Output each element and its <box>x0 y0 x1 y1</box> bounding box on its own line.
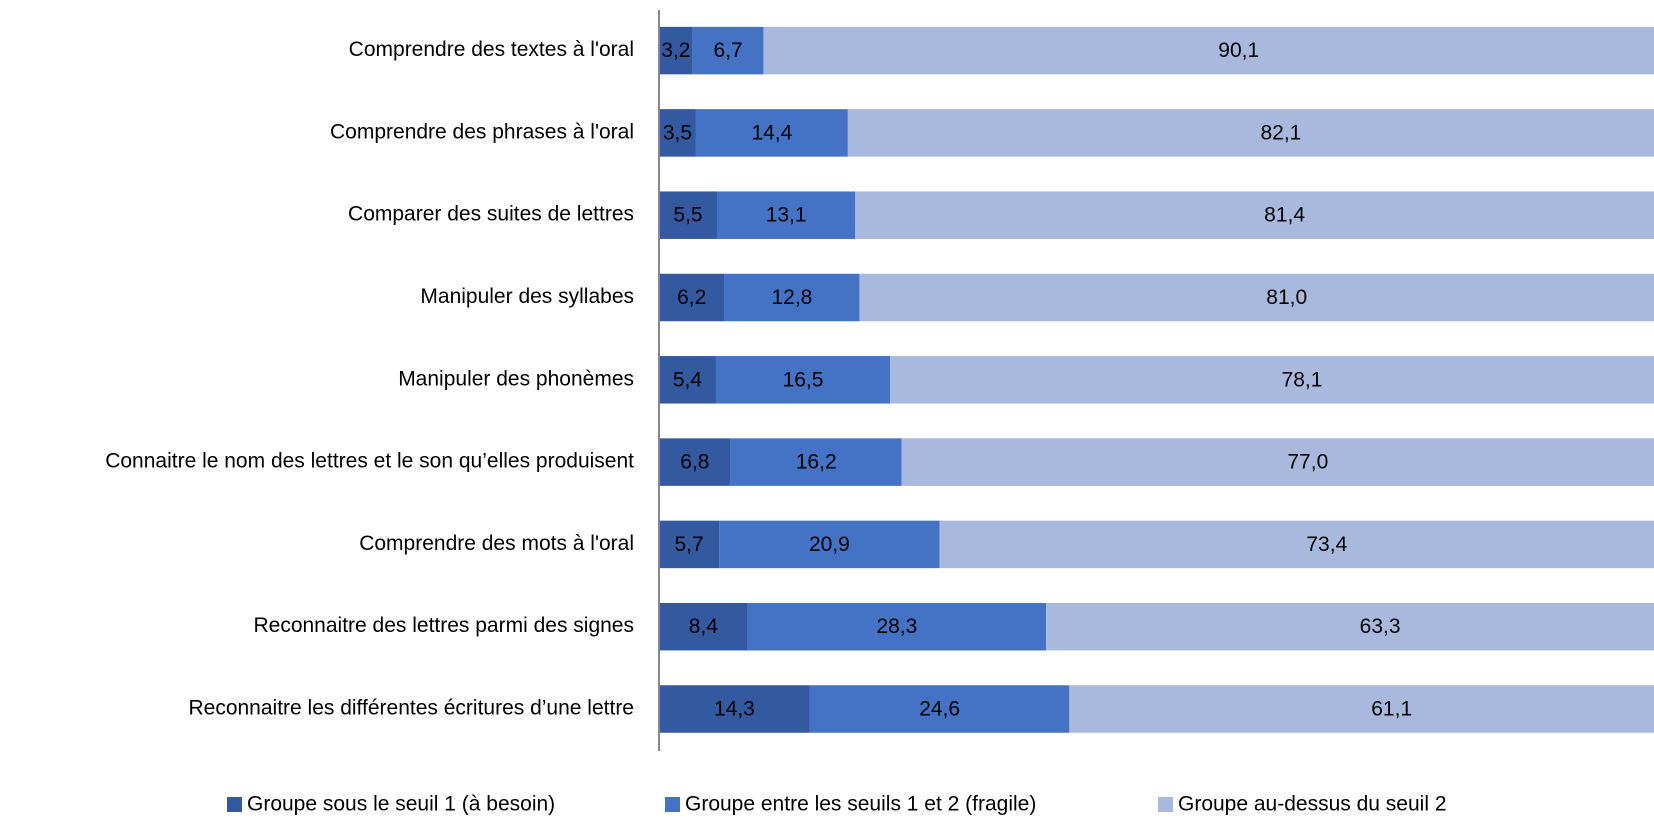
data-label: 16,2 <box>796 451 837 474</box>
category-label: Comprendre des mots à l'oral <box>359 532 634 555</box>
data-label: 81,4 <box>1264 204 1305 227</box>
legend-swatch <box>665 797 680 812</box>
legend-swatch <box>227 797 242 812</box>
data-label: 6,8 <box>680 451 709 474</box>
legend-swatch <box>1158 797 1173 812</box>
bar-segment <box>847 109 1654 157</box>
bar-segment <box>659 685 810 733</box>
category-label: Reconnaitre des lettres parmi des signes <box>253 614 634 637</box>
data-label: 5,7 <box>674 533 703 556</box>
category-label: Connaitre le nom des lettres et le son q… <box>105 450 634 473</box>
bar-segment <box>730 438 902 486</box>
data-label: 77,0 <box>1287 451 1328 474</box>
data-label: 12,8 <box>771 286 812 309</box>
bar-segment <box>659 602 748 651</box>
data-label: 81,0 <box>1266 286 1307 309</box>
bar-segment <box>717 191 856 239</box>
bar-segment <box>747 602 1047 651</box>
bar-segment <box>659 26 693 75</box>
category-label: Comparer des suites de lettres <box>348 203 634 226</box>
data-label: 78,1 <box>1282 368 1323 391</box>
bar-segment <box>719 520 940 569</box>
bar-segment <box>715 356 891 404</box>
data-label: 3,2 <box>661 39 690 62</box>
data-label: 5,5 <box>673 204 702 227</box>
category-label: Manipuler des syllabes <box>420 285 634 308</box>
data-label: 6,2 <box>677 286 706 309</box>
data-label: 6,7 <box>714 39 743 62</box>
legend-label: Groupe entre les seuils 1 et 2 (fragile) <box>685 793 1036 816</box>
bar-segment <box>763 26 1654 75</box>
bar-segment <box>659 191 718 239</box>
bar-segment <box>1069 685 1654 733</box>
data-label: 61,1 <box>1371 698 1412 721</box>
category-label: Manipuler des phonèmes <box>398 367 634 390</box>
bar-segment <box>659 109 696 157</box>
bar-segment <box>1046 602 1654 651</box>
bar-segment <box>939 520 1654 569</box>
bar-segment <box>692 26 764 75</box>
legend-label: Groupe sous le seuil 1 (à besoin) <box>247 793 555 816</box>
data-label: 82,1 <box>1260 121 1301 144</box>
bar-segment <box>890 356 1654 404</box>
bar-segment <box>659 356 716 404</box>
bar-segment <box>901 438 1654 486</box>
data-label: 28,3 <box>876 615 917 638</box>
bar-segment <box>695 109 848 157</box>
category-label: Comprendre des phrases à l'oral <box>330 120 634 143</box>
data-label: 20,9 <box>809 533 850 556</box>
legend-label: Groupe au-dessus du seuil 2 <box>1178 793 1447 816</box>
category-label: Comprendre des textes à l'oral <box>349 38 634 61</box>
data-label: 3,5 <box>663 121 692 144</box>
bar-segment <box>659 438 731 486</box>
data-label: 24,6 <box>919 698 960 721</box>
data-label: 8,4 <box>689 615 719 638</box>
bar-segment <box>855 191 1654 239</box>
bar-segment <box>809 685 1070 733</box>
data-label: 63,3 <box>1360 615 1401 638</box>
data-label: 14,3 <box>714 698 755 721</box>
bar-segment <box>659 273 725 322</box>
data-label: 13,1 <box>766 204 807 227</box>
bar-segment <box>859 273 1654 322</box>
bar-segment <box>724 273 860 322</box>
category-label: Reconnaitre les différentes écritures d’… <box>188 697 634 720</box>
bar-segment <box>659 520 720 569</box>
data-label: 5,4 <box>673 368 703 391</box>
data-label: 73,4 <box>1306 533 1347 556</box>
data-label: 16,5 <box>783 368 824 391</box>
data-label: 90,1 <box>1218 39 1259 62</box>
data-label: 14,4 <box>751 121 792 144</box>
